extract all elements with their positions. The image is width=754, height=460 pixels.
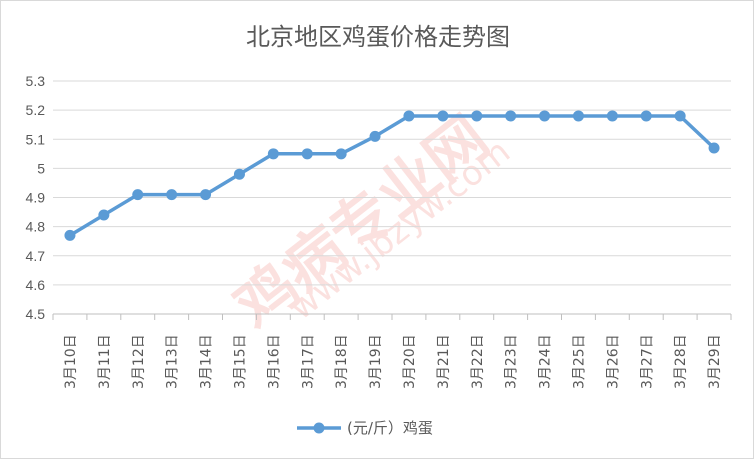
x-tick-label: 3月20日 (402, 334, 418, 389)
chart-title: 北京地区鸡蛋价格走势图 (246, 23, 510, 51)
data-point (301, 148, 313, 160)
data-point (674, 110, 686, 122)
x-tick-label: 3月22日 (470, 334, 486, 389)
legend: (元/斤）鸡蛋 (297, 419, 433, 437)
y-tick-label: 4.9 (26, 190, 46, 206)
x-tick-label: 3月25日 (571, 334, 587, 389)
data-point (267, 148, 279, 160)
x-tick-label: 3月23日 (504, 334, 520, 389)
data-point (539, 110, 551, 122)
data-point (335, 148, 347, 160)
x-tick-label: 3月21日 (436, 334, 452, 389)
x-tick-label: 3月16日 (266, 334, 282, 389)
x-tick-label: 3月18日 (334, 334, 350, 389)
data-point (166, 189, 178, 201)
series-line (69, 114, 716, 237)
data-point (437, 110, 449, 122)
data-point (606, 110, 618, 122)
x-tick-label: 3月27日 (639, 334, 655, 389)
x-tick-label: 3月24日 (538, 334, 554, 389)
x-axis: 3月10日 3月11日 3月12日 3月13日 3月14日 3月15日 3月16日 3月17日… (52, 314, 732, 389)
data-point (572, 110, 584, 122)
data-point (471, 110, 483, 122)
data-point (708, 142, 720, 154)
data-point (233, 168, 245, 180)
data-point (403, 110, 415, 122)
data-point (640, 110, 652, 122)
y-tick-label: 4.5 (26, 306, 46, 322)
x-tick-label: 3月11日 (97, 334, 113, 389)
x-tick-label: 3月15日 (232, 334, 248, 389)
x-tick-label: 3月28日 (673, 334, 689, 389)
y-axis-ticks: 4.5 4.6 4.7 4.8 4.9 5 5.1 5.2 5.3 (26, 73, 46, 322)
data-point (64, 229, 76, 241)
legend-marker-swatch (313, 422, 325, 434)
x-tick-label: 3月13日 (165, 334, 181, 389)
y-tick-label: 5.1 (26, 131, 46, 147)
x-tick-label: 3月12日 (131, 334, 147, 389)
gridlines (53, 80, 731, 315)
data-point (200, 189, 212, 201)
data-point (369, 130, 381, 142)
x-tick-label: 3月29日 (707, 334, 723, 389)
data-point (132, 189, 144, 201)
y-tick-label: 4.7 (26, 248, 46, 264)
y-tick-label: 5 (37, 160, 45, 176)
legend-label: (元/斤）鸡蛋 (347, 419, 433, 437)
y-tick-label: 5.3 (26, 73, 46, 89)
x-tick-label: 3月17日 (300, 334, 316, 389)
data-point (505, 110, 517, 122)
y-tick-label: 5.2 (26, 102, 46, 118)
data-point (98, 209, 110, 221)
y-tick-label: 4.8 (26, 219, 46, 235)
y-tick-label: 4.6 (26, 277, 46, 293)
x-tick-label: 3月26日 (605, 334, 621, 389)
x-tick-label: 3月10日 (63, 334, 79, 389)
x-tick-label: 3月14日 (199, 334, 215, 389)
data-series (64, 110, 720, 241)
x-tick-label: 3月19日 (368, 334, 384, 389)
